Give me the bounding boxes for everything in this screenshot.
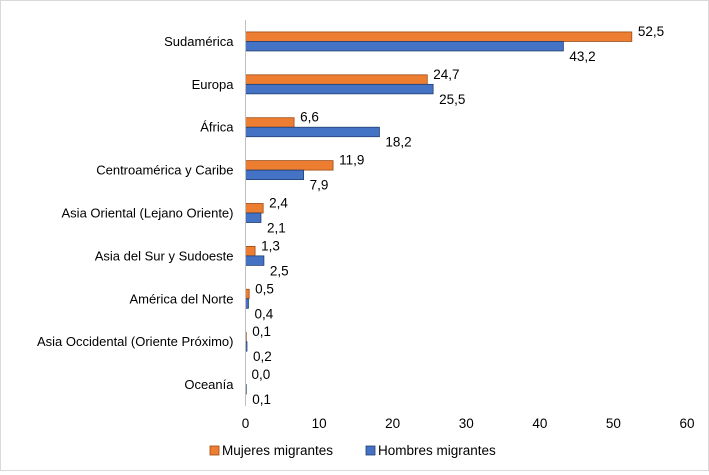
x-tick-label: 50 bbox=[606, 416, 621, 431]
data-label: 2,5 bbox=[270, 263, 289, 278]
bar bbox=[245, 117, 295, 128]
data-label: 25,5 bbox=[439, 92, 465, 107]
data-label: 24,7 bbox=[433, 67, 459, 82]
bar bbox=[245, 31, 633, 42]
category-label: América del Norte bbox=[129, 291, 233, 306]
data-label: 6,6 bbox=[300, 110, 319, 125]
bar bbox=[245, 41, 564, 52]
bar bbox=[245, 83, 434, 95]
data-label: 1,3 bbox=[261, 238, 280, 253]
category-label: Asia Oriental (Lejano Oriente) bbox=[62, 206, 234, 221]
axis-layer: Sudamérica Europa África Centroamérica y Ca… bbox=[37, 20, 695, 431]
x-tick-label: 30 bbox=[459, 416, 474, 431]
legend-swatch bbox=[209, 445, 220, 456]
bar bbox=[245, 160, 334, 171]
x-tick-label: 40 bbox=[532, 416, 547, 431]
legend: Mujeres migrantes Hombres migrantes bbox=[209, 443, 496, 458]
x-tick-label: 60 bbox=[679, 416, 694, 431]
category-label: África bbox=[200, 120, 234, 135]
bar bbox=[245, 255, 265, 266]
data-label: 2,4 bbox=[269, 196, 288, 211]
category-label: Oceanía bbox=[184, 377, 234, 392]
bar bbox=[245, 126, 380, 138]
data-label: 7,9 bbox=[310, 178, 329, 193]
bar bbox=[245, 245, 256, 257]
bar bbox=[245, 212, 262, 223]
bar bbox=[245, 203, 264, 214]
data-label: 0,5 bbox=[255, 281, 274, 296]
data-label: 11,9 bbox=[339, 153, 364, 168]
data-label: 0,1 bbox=[252, 324, 271, 339]
x-tick-label: 0 bbox=[242, 416, 250, 431]
category-label: Europa bbox=[192, 77, 235, 92]
data-label: 43,2 bbox=[569, 49, 595, 64]
legend-swatch bbox=[365, 445, 376, 456]
data-label: 52,5 bbox=[638, 24, 664, 39]
legend-label: Mujeres migrantes bbox=[222, 443, 333, 458]
category-label: Asia Occidental (Oriente Próximo) bbox=[37, 334, 234, 349]
category-label: Asia del Sur y Sudoeste bbox=[95, 248, 234, 263]
bar bbox=[245, 169, 305, 181]
category-label: Centroamérica y Caribe bbox=[96, 163, 233, 178]
bar bbox=[245, 74, 428, 85]
data-label: 0,0 bbox=[252, 367, 271, 382]
data-label: 0,2 bbox=[253, 349, 272, 364]
bar bbox=[245, 288, 250, 300]
x-tick-label: 20 bbox=[385, 416, 400, 431]
x-tick-label: 10 bbox=[312, 416, 327, 431]
data-label: 2,1 bbox=[267, 221, 286, 236]
data-label: 0,1 bbox=[252, 392, 271, 407]
bars-layer: 52,5 43,2 24,7 25,5 6,6 18,2 11,9 7,9 2,4 2,1 1,3 2… bbox=[245, 24, 664, 407]
data-label: 0,4 bbox=[254, 306, 273, 321]
data-label: 18,2 bbox=[385, 135, 411, 150]
legend-label: Hombres migrantes bbox=[378, 443, 496, 458]
category-label: Sudamérica bbox=[164, 34, 234, 49]
